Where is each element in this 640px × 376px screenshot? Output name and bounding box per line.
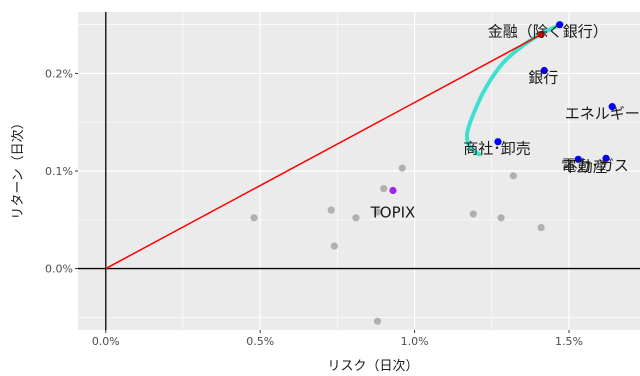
gray-point	[510, 172, 517, 179]
gray-point	[250, 214, 257, 221]
topix-label: TOPIX	[370, 204, 416, 222]
gray-point	[374, 318, 381, 325]
x-tick-label: 0.5%	[246, 335, 274, 348]
sector-label: 商社･卸売	[463, 140, 531, 158]
sector-label: 電力･ガス	[561, 156, 629, 174]
gray-point	[538, 224, 545, 231]
x-tick-label: 0.0%	[92, 335, 120, 348]
gray-point	[328, 206, 335, 213]
topix-point	[389, 187, 396, 194]
y-axis-title: リターン（日次）	[10, 116, 26, 219]
gray-point	[331, 243, 338, 250]
x-axis-title: リスク（日次）	[327, 358, 418, 374]
x-tick-label: 1.5%	[555, 335, 583, 348]
gray-point	[399, 164, 406, 171]
sector-label: 金融（除く銀行）	[488, 23, 608, 41]
y-tick-label: 0.0%	[45, 263, 73, 276]
y-tick-label: 0.1%	[45, 165, 73, 178]
gray-point	[497, 214, 504, 221]
sector-label: エネルギー	[565, 105, 640, 123]
y-tick-label: 0.2%	[45, 67, 73, 80]
x-tick-label: 1.0%	[401, 335, 429, 348]
gray-point	[470, 210, 477, 217]
gray-point	[352, 214, 359, 221]
gray-point	[380, 185, 387, 192]
sector-label: 銀行	[528, 69, 558, 87]
